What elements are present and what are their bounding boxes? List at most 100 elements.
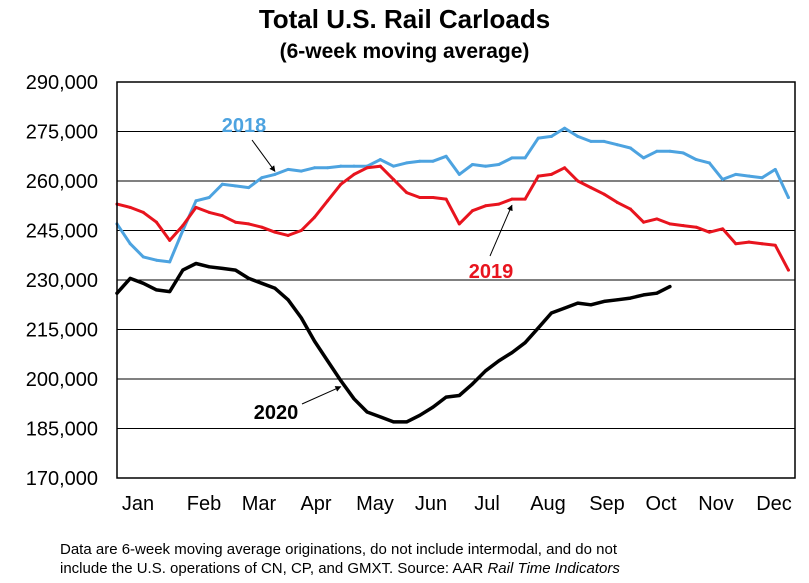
data-point-2019 [273,230,277,234]
x-tick-label: Feb [187,493,221,515]
data-point-2018 [786,196,790,199]
data-point-2020 [457,394,461,397]
x-tick-label: Dec [756,493,792,515]
y-tick-label: 230,000 [26,270,98,292]
series-line-2020 [115,261,672,424]
data-point-2020 [576,301,580,305]
x-tick-label: Jul [474,493,500,515]
data-point-2020 [655,291,659,295]
y-tick-label: 275,000 [26,122,98,144]
data-point-2018 [339,164,343,168]
data-point-2018 [286,167,290,171]
data-point-2018 [220,182,224,186]
chart-title: Total U.S. Rail Carloads [258,4,551,34]
y-tick-label: 200,000 [26,369,98,391]
annotation-arrow-2019 [489,204,513,257]
data-point-2019 [707,230,711,234]
data-point-2020 [668,285,672,289]
y-tick-label: 260,000 [26,171,98,193]
data-point-2018 [536,136,540,140]
data-point-2019 [312,215,316,219]
series-label-2019: 2019 [469,261,514,283]
data-point-2020 [431,405,435,409]
data-point-2020 [642,293,646,297]
series-2018 [115,126,790,264]
data-point-2018 [576,134,580,138]
data-point-2020 [326,359,330,363]
x-tick-label: Jun [415,493,447,515]
series-line-2018 [115,126,790,264]
data-point-2019 [154,220,158,224]
data-point-2020 [470,382,474,386]
data-point-2019 [734,242,738,246]
x-tick-label: Aug [530,493,566,515]
data-point-2018 [523,156,527,160]
gridlines [117,81,795,479]
x-tick-label: Apr [300,493,331,515]
data-point-2019 [536,174,540,178]
series-2019 [115,164,790,272]
data-point-2020 [273,286,277,290]
data-point-2018 [773,167,777,171]
data-point-2019 [721,227,725,231]
y-tick-label: 170,000 [26,468,98,490]
y-tick-label: 290,000 [26,72,98,94]
series-annotations: 2018 2019 2020 [222,115,514,424]
data-point-2019 [286,233,290,237]
data-point-2018 [312,166,316,170]
series-label-2018: 2018 [222,115,267,137]
data-point-2020 [207,265,211,269]
data-point-2020 [365,410,369,414]
data-point-2018 [549,134,553,138]
data-point-2019 [602,192,606,196]
y-tick-label: 245,000 [26,221,98,243]
data-point-2020 [536,326,540,330]
data-point-2019 [299,229,303,232]
x-tick-label: Jan [122,493,154,515]
data-point-2020 [418,413,422,417]
data-point-2020 [339,379,343,383]
data-point-2018 [694,158,698,162]
data-point-2019 [141,210,145,214]
data-point-2018 [668,149,672,153]
data-point-2019 [339,182,343,186]
data-point-2019 [457,222,461,226]
data-point-2018 [247,186,251,190]
data-point-2018 [615,143,619,147]
data-point-2019 [470,209,474,213]
data-point-2019 [510,197,514,201]
data-point-2020 [128,276,132,280]
data-point-2018 [628,146,632,150]
data-point-2019 [549,172,553,176]
data-point-2020 [615,298,619,302]
data-point-2018 [642,156,646,160]
series-line-2019 [115,164,790,272]
footnote-line-2: include the U.S. operations of CN, CP, a… [60,559,800,578]
series-lines [115,126,790,424]
data-point-2018 [128,242,132,246]
data-point-2018 [418,159,422,163]
data-point-2019 [233,220,237,224]
data-point-2018 [352,164,356,168]
data-point-2018 [444,154,448,158]
data-point-2019 [444,197,448,201]
x-tick-label: May [356,493,394,515]
data-point-2019 [694,225,698,229]
data-point-2020 [286,298,290,302]
data-point-2020 [299,316,303,320]
data-point-2019 [760,242,764,246]
chart-subtitle: (6-week moving average) [279,40,530,63]
data-point-2020 [497,359,501,363]
data-point-2019 [668,222,672,226]
data-point-2020 [141,281,145,285]
data-point-2019 [326,199,330,203]
plot-area-frame [116,81,796,479]
data-point-2019 [194,205,198,209]
annotation-arrow-2020 [301,386,342,405]
data-point-2019 [352,172,356,176]
data-point-2018 [655,149,659,153]
data-point-2018 [681,151,685,155]
data-point-2019 [747,240,751,244]
data-point-2019 [576,179,580,183]
data-point-2018 [734,172,738,176]
